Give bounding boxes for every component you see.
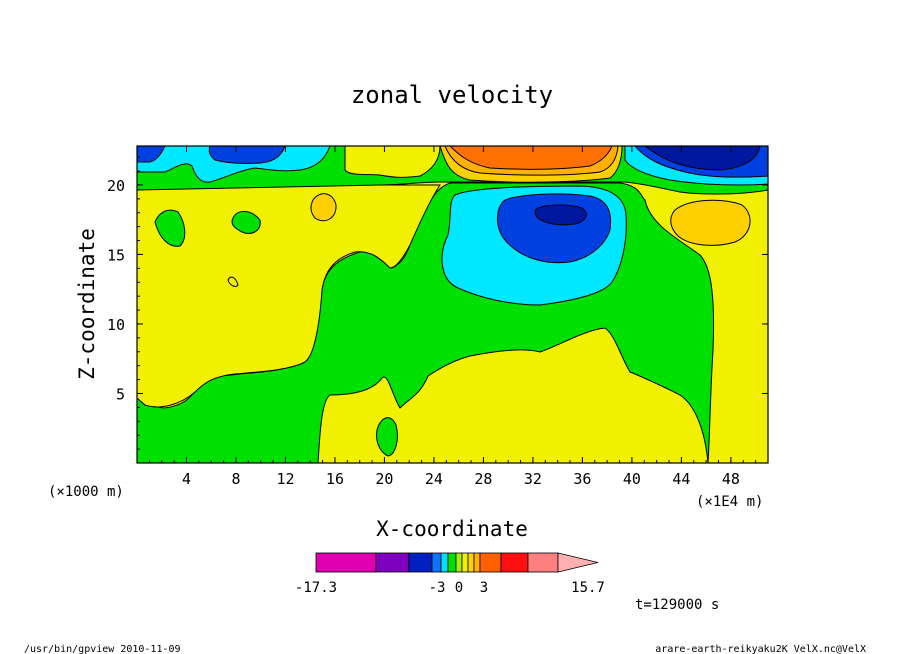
y-tick-label: 10 [107,316,125,334]
colorbar-segment [461,552,469,573]
colorbar-label-pos: 3 [480,580,488,596]
chart-title: zonal velocity [351,81,553,109]
region-darkblue-center [534,204,587,226]
region-blue-top-left-2 [208,146,286,165]
x-tick-label: 28 [474,470,492,488]
colorbar-segment [455,552,463,573]
colorbar-segment [375,552,410,573]
colorbar-segment [527,552,559,573]
colorbar-segment [408,552,433,573]
colorbar-label-zero: 0 [455,580,463,596]
x-tick-label: 16 [326,470,344,488]
x-tick-label: 8 [231,470,240,488]
x-unit-right: (×1E4 m) [696,494,763,510]
time-label: t=129000 s [635,597,719,613]
y-tick-label: 20 [107,177,125,195]
region-green-blob [376,417,398,457]
x-tick-label: 40 [623,470,641,488]
colorbar-segment [447,552,457,573]
colorbar-segment [473,552,481,573]
x-tick-label: 36 [573,470,591,488]
region-small-contour [227,276,239,287]
region-yellow-top-strip [344,146,441,178]
y-tick-label: 15 [107,246,125,264]
colorbar-segment [467,552,475,573]
plot-area [136,145,769,464]
x-tick-label: 44 [672,470,690,488]
y-axis: 5 10 15 20 [107,156,768,450]
y-tick-label: 5 [116,385,125,403]
colorbar-arrow [557,552,599,573]
colorbar-segment [479,552,502,573]
x-tick-label: 12 [276,470,294,488]
region-green-left-blob [154,209,186,247]
x-tick-label: 48 [722,470,740,488]
region-cyan-top-left [137,146,331,183]
colorbar [315,552,599,573]
region-gold-blob-right [670,199,751,246]
region-green-small-blob [231,211,261,234]
x-axis-label: X-coordinate [376,517,528,541]
region-yellow-upper-left [137,184,441,408]
x-unit-left: (×1000 m) [48,484,124,500]
colorbar-segment [500,552,529,573]
x-tick-label: 32 [524,470,542,488]
footer-right: arare-earth-reikyaku2K_VelX.nc@VelX [655,644,866,654]
x-axis: 4 8 12 16 20 24 28 32 36 40 44 48 [148,146,757,488]
colorbar-label-max: 15.7 [571,580,605,596]
region-gold-blob-left [310,193,337,222]
colorbar-segment [440,552,449,573]
x-tick-label: 20 [375,470,393,488]
plot-frame [136,145,769,464]
colorbar-label-neg: -3 [429,580,446,596]
colorbar-segment [431,552,442,573]
x-tick-label: 4 [182,470,191,488]
region-orange-top-center [449,146,613,170]
x-tick-label: 24 [425,470,443,488]
footer-left: /usr/bin/gpview 2010-11-09 [24,644,181,654]
colorbar-segment [315,552,377,573]
colorbar-label-min: -17.3 [295,580,337,596]
y-axis-label: Z-coordinate [75,228,99,380]
region-yellow-lower-center [317,327,709,463]
